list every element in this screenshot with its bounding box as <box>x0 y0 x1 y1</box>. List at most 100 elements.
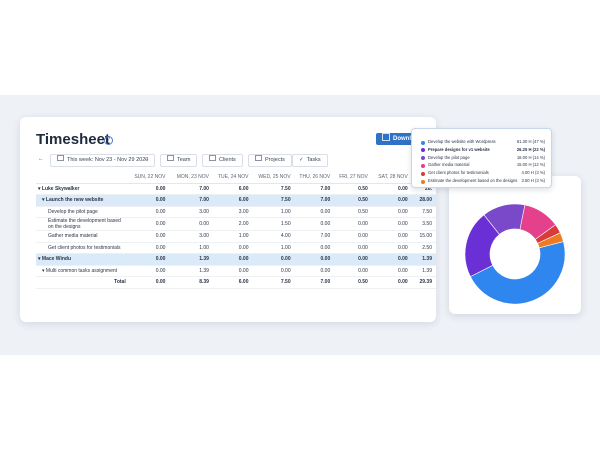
cell-hours[interactable]: 0.00 <box>371 183 412 195</box>
cell-hours[interactable]: 29.39 <box>411 276 436 289</box>
cell-hours[interactable]: 0.00 <box>129 194 170 207</box>
cell-hours[interactable]: 0.00 <box>212 242 253 254</box>
cell-hours[interactable]: 0.00 <box>129 217 170 231</box>
cell-hours[interactable]: 1.00 <box>252 206 295 218</box>
cell-hours[interactable]: 0.00 <box>294 242 335 254</box>
cell-hours[interactable]: 0.00 <box>371 253 412 266</box>
cell-hours[interactable]: 1.39 <box>411 265 436 277</box>
legend-item[interactable]: Get client photos for testimonials 4.00 H… <box>421 170 545 176</box>
cell-hours[interactable]: 6.00 <box>212 276 253 289</box>
cell-hours[interactable]: 0.00 <box>294 253 335 266</box>
cell-hours[interactable]: 0.00 <box>129 253 170 266</box>
cell-hours[interactable]: 8.39 <box>169 276 213 289</box>
cell-hours[interactable]: 0.00 <box>294 217 335 231</box>
cell-hours[interactable]: 15.00 <box>411 230 436 243</box>
cell-hours[interactable]: 7.00 <box>294 183 335 195</box>
table-row[interactable]: ▾ Multi common tasks assignment 0.00 1.39 0… <box>36 265 436 277</box>
cell-hours[interactable]: 28. <box>411 183 436 195</box>
cell-hours[interactable]: 0.50 <box>334 183 372 195</box>
cell-hours[interactable]: 7.00 <box>294 230 335 243</box>
cell-hours[interactable]: 0.00 <box>129 242 170 254</box>
projects-label: Projects <box>265 157 285 163</box>
cell-hours[interactable]: 0.00 <box>371 242 412 254</box>
table-row[interactable]: Gather media material 0.00 3.00 1.00 4.00 7.0… <box>36 230 436 243</box>
cell-hours[interactable]: 1.00 <box>252 242 295 254</box>
table-row[interactable]: Develop the pilot page 0.00 3.00 3.00 1.00 0.… <box>36 206 436 218</box>
cell-hours[interactable]: 0.00 <box>212 265 253 277</box>
cell-hours[interactable]: 1.00 <box>212 230 253 243</box>
cell-hours[interactable]: 0.00 <box>371 265 412 277</box>
cell-hours[interactable]: 7.00 <box>169 183 213 195</box>
cell-hours[interactable]: 0.00 <box>334 253 372 266</box>
table-row[interactable]: ▾ Mace Windu 0.00 1.39 0.00 0.00 0.00 0.00 0.00… <box>36 253 436 266</box>
cell-hours[interactable]: 0.00 <box>129 265 170 277</box>
cell-hours[interactable]: 0.50 <box>334 194 372 207</box>
cell-hours[interactable]: 0.50 <box>334 276 372 289</box>
team-filter-button[interactable]: Team <box>160 154 198 167</box>
cell-hours[interactable]: 2.50 <box>411 242 436 254</box>
cell-hours[interactable]: 0.00 <box>169 217 213 231</box>
cell-hours[interactable]: 0.50 <box>334 206 372 218</box>
cell-hours[interactable]: 0.00 <box>334 230 372 243</box>
cell-hours[interactable]: 2.00 <box>212 217 253 231</box>
cell-hours[interactable]: 0.00 <box>129 276 170 289</box>
cell-hours[interactable]: 0.00 <box>334 242 372 254</box>
cell-hours[interactable]: 0.00 <box>371 230 412 243</box>
cell-hours[interactable]: 7.00 <box>294 276 335 289</box>
legend-item[interactable]: Estimate the development based on the de… <box>421 178 545 184</box>
cell-hours[interactable]: 0.00 <box>371 194 412 207</box>
cell-hours[interactable]: 1.39 <box>169 265 213 277</box>
cell-hours[interactable]: 0.00 <box>252 253 295 266</box>
cell-hours[interactable]: 7.50 <box>252 276 295 289</box>
donut-slice[interactable] <box>469 241 566 305</box>
cell-hours[interactable]: 0.00 <box>129 183 170 195</box>
donut-slice[interactable] <box>537 232 564 249</box>
legend-item[interactable]: Develop the pilot page 18.00 H (14 %) <box>421 155 545 161</box>
cell-hours[interactable]: 0.00 <box>129 206 170 218</box>
cell-hours[interactable]: 28.00 <box>411 194 436 207</box>
cell-hours[interactable]: 3.00 <box>169 206 213 218</box>
cell-hours[interactable]: 0.00 <box>129 230 170 243</box>
cell-hours[interactable]: 1.39 <box>411 253 436 266</box>
chart-legend: Develop the website with Wordpress 61.30 … <box>411 128 552 188</box>
table-row[interactable]: Total 0.00 8.39 6.00 7.50 7.00 0.50 0.00 29.39 <box>36 276 436 289</box>
week-picker[interactable]: This week: Nov 23 - Nov 29 2020 <box>50 154 156 167</box>
table-row[interactable]: Estimate the development based on the des… <box>36 217 436 231</box>
next-week-arrow-icon[interactable]: → <box>144 156 150 162</box>
cell-hours[interactable]: 0.00 <box>294 206 335 218</box>
cell-hours[interactable]: 0.00 <box>371 276 412 289</box>
cell-hours[interactable]: 7.50 <box>411 206 436 218</box>
cell-hours[interactable]: 3.00 <box>212 206 253 218</box>
legend-item[interactable]: Prepare designs for v1 website 26.25 H (2… <box>421 147 545 153</box>
table-row[interactable]: ▾ Launch the new website 0.00 7.00 6.00 7.50… <box>36 194 436 207</box>
cell-hours[interactable]: 0.00 <box>334 265 372 277</box>
cell-hours[interactable]: 0.00 <box>252 265 295 277</box>
cell-hours[interactable]: 7.50 <box>252 194 295 207</box>
cell-hours[interactable]: 1.00 <box>169 242 213 254</box>
cell-hours[interactable]: 0.00 <box>334 217 372 231</box>
cell-hours[interactable]: 0.00 <box>212 253 253 266</box>
help-icon[interactable]: ? <box>104 136 113 145</box>
clients-filter-button[interactable]: Clients <box>202 154 243 167</box>
cell-hours[interactable]: 0.00 <box>371 217 412 231</box>
cell-hours[interactable]: 3.50 <box>411 217 436 231</box>
table-row[interactable]: Get client photos for testimonials 0.00 1.… <box>36 242 436 254</box>
legend-item[interactable]: Gather media material 15.00 H (12 %) <box>421 162 545 168</box>
cell-hours[interactable]: 0.00 <box>371 206 412 218</box>
prev-week-arrow-icon[interactable]: ← <box>38 156 44 162</box>
cell-hours[interactable]: 7.00 <box>169 194 213 207</box>
cell-hours[interactable]: 3.00 <box>169 230 213 243</box>
table-row[interactable]: ▾ Luke Skywalker 0.00 7.00 6.00 7.50 7.00 0.50… <box>36 183 436 195</box>
projects-filter-button[interactable]: Projects <box>248 154 292 167</box>
cell-hours[interactable]: 0.00 <box>294 265 335 277</box>
cell-hours[interactable]: 7.00 <box>294 194 335 207</box>
cell-hours[interactable]: 6.00 <box>212 183 253 195</box>
legend-item[interactable]: Develop the website with Wordpress 61.30 … <box>421 139 545 145</box>
cell-hours[interactable]: 1.39 <box>169 253 213 266</box>
cell-hours[interactable]: 4.00 <box>252 230 295 243</box>
tasks-filter-button[interactable]: ✓ Tasks <box>292 154 328 167</box>
header-sun: SUN, 22 NOV <box>129 172 170 184</box>
cell-hours[interactable]: 7.50 <box>252 183 295 195</box>
cell-hours[interactable]: 1.50 <box>252 217 295 231</box>
cell-hours[interactable]: 6.00 <box>212 194 253 207</box>
